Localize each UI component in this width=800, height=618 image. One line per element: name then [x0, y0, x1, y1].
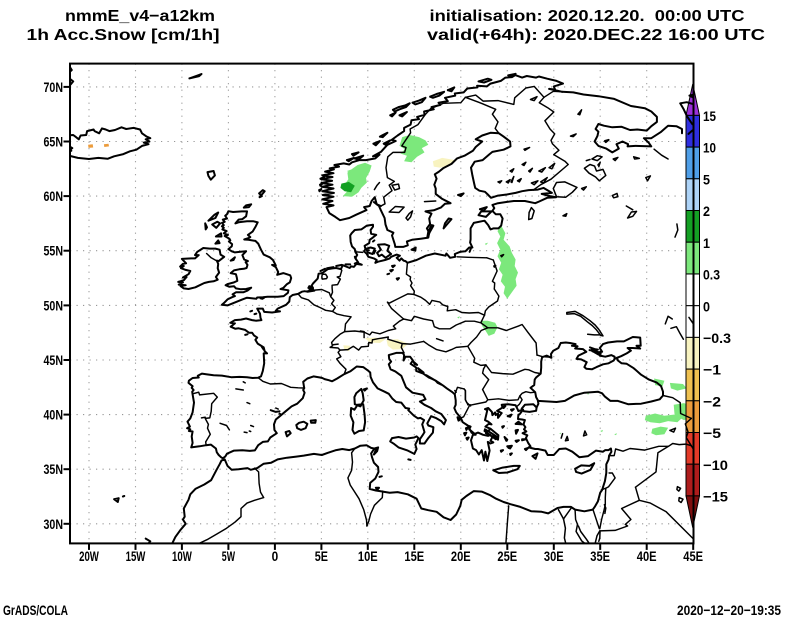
- svg-text:−15: −15: [703, 490, 728, 505]
- svg-text:10E: 10E: [358, 549, 378, 564]
- svg-text:15W: 15W: [126, 549, 146, 564]
- svg-text:65N: 65N: [44, 135, 64, 150]
- svg-text:45N: 45N: [44, 353, 64, 368]
- svg-text:15E: 15E: [404, 549, 424, 564]
- svg-text:valid(+64h): 2020.DEC.22 16:00: valid(+64h): 2020.DEC.22 16:00 UTC: [427, 27, 766, 44]
- svg-text:nmmE_v4−a12km: nmmE_v4−a12km: [65, 8, 215, 25]
- svg-text:10W: 10W: [172, 549, 192, 564]
- svg-text:10: 10: [703, 141, 716, 156]
- svg-text:−10: −10: [703, 458, 728, 473]
- svg-text:2: 2: [703, 204, 710, 219]
- svg-text:1: 1: [703, 236, 710, 251]
- svg-text:−1: −1: [703, 363, 721, 378]
- svg-text:−2: −2: [703, 394, 721, 409]
- svg-text:5W: 5W: [222, 549, 236, 564]
- svg-text:50N: 50N: [44, 298, 64, 313]
- svg-text:40E: 40E: [637, 549, 657, 564]
- svg-text:55N: 55N: [44, 244, 64, 259]
- svg-text:0.3: 0.3: [703, 268, 720, 283]
- svg-text:0: 0: [272, 549, 279, 564]
- svg-text:5: 5: [703, 172, 710, 187]
- svg-text:2020−12−20−19:35: 2020−12−20−19:35: [677, 603, 781, 618]
- svg-text:60N: 60N: [44, 189, 64, 204]
- svg-text:35N: 35N: [44, 462, 64, 477]
- svg-text:1h Acc.Snow [cm/1h]: 1h Acc.Snow [cm/1h]: [27, 27, 220, 44]
- svg-text:30E: 30E: [544, 549, 564, 564]
- svg-text:70N: 70N: [44, 80, 64, 95]
- svg-text:initialisation: 2020.12.20. 0: initialisation: 2020.12.20. 00:00 UTC: [430, 8, 746, 25]
- svg-text:−5: −5: [703, 426, 721, 441]
- svg-text:20W: 20W: [79, 549, 99, 564]
- svg-text:20E: 20E: [451, 549, 471, 564]
- svg-text:−0.3: −0.3: [703, 331, 731, 346]
- svg-text:45E: 45E: [683, 549, 703, 564]
- svg-text:40N: 40N: [44, 408, 64, 423]
- svg-text:15: 15: [703, 109, 716, 124]
- svg-text:GrADS/COLA: GrADS/COLA: [3, 603, 68, 618]
- svg-text:30N: 30N: [44, 517, 64, 532]
- svg-text:5E: 5E: [315, 549, 328, 564]
- svg-text:25E: 25E: [497, 549, 517, 564]
- svg-text:35E: 35E: [590, 549, 610, 564]
- svg-text:0: 0: [703, 299, 710, 314]
